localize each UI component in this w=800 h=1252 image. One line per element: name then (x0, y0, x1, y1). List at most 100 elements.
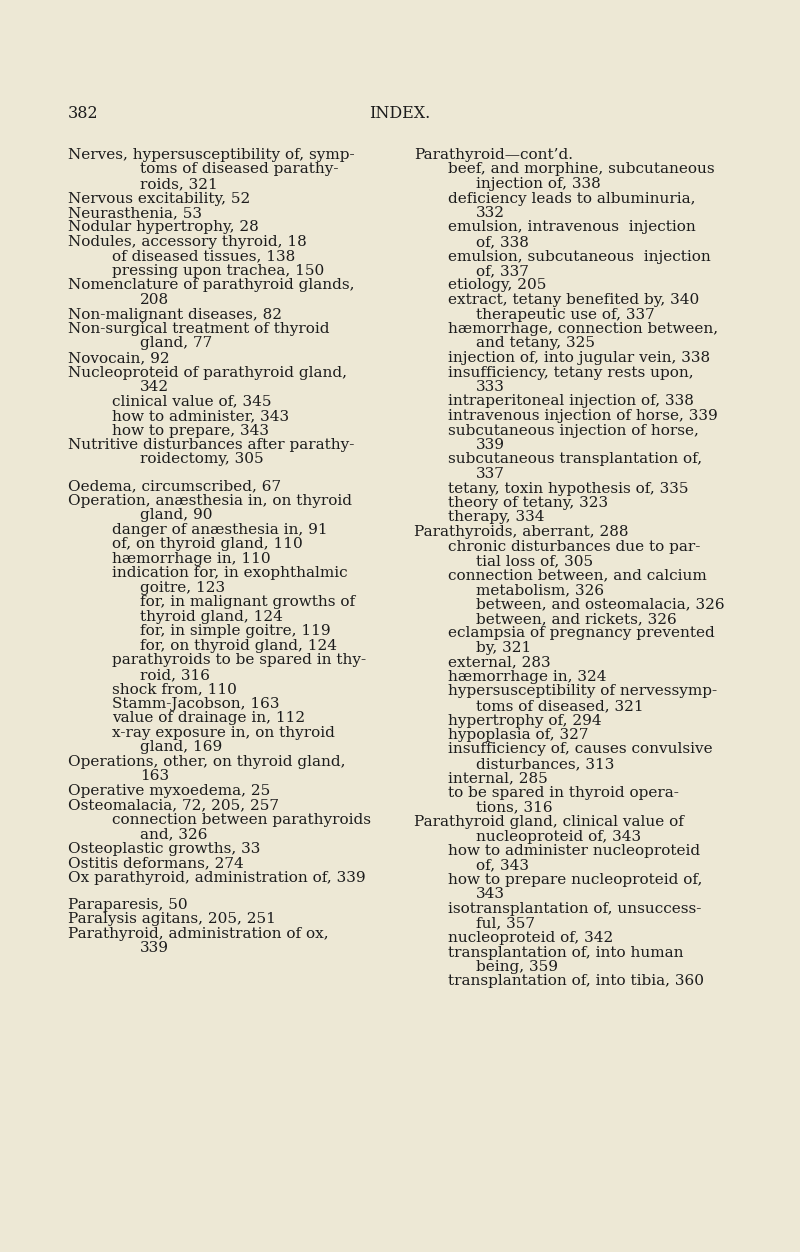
Text: for, in malignant growths of: for, in malignant growths of (140, 595, 355, 610)
Text: Stamm-Jacobson, 163: Stamm-Jacobson, 163 (112, 697, 279, 711)
Text: Paralysis agitans, 205, 251: Paralysis agitans, 205, 251 (68, 913, 276, 926)
Text: isotransplantation of, unsuccess-: isotransplantation of, unsuccess- (448, 901, 702, 916)
Text: between, and rickets, 326: between, and rickets, 326 (476, 612, 677, 626)
Text: emulsion, intravenous  injection: emulsion, intravenous injection (448, 220, 696, 234)
Text: value of drainage in, 112: value of drainage in, 112 (112, 711, 305, 725)
Text: 337: 337 (476, 467, 505, 481)
Text: tial loss of, 305: tial loss of, 305 (476, 553, 593, 568)
Text: goitre, 123: goitre, 123 (140, 581, 225, 595)
Text: metabolism, 326: metabolism, 326 (476, 583, 604, 597)
Text: 339: 339 (476, 438, 505, 452)
Text: hæmorrhage in, 324: hæmorrhage in, 324 (448, 670, 606, 684)
Text: hæmorrhage in, 110: hæmorrhage in, 110 (112, 552, 270, 566)
Text: Nervous excitability, 52: Nervous excitability, 52 (68, 192, 250, 205)
Text: hæmorrhage, connection between,: hæmorrhage, connection between, (448, 322, 718, 336)
Text: Ox parathyroid, administration of, 339: Ox parathyroid, administration of, 339 (68, 871, 366, 885)
Text: Parathyroid—cont’d.: Parathyroid—cont’d. (414, 148, 573, 162)
Text: hypoplasia of, 327: hypoplasia of, 327 (448, 727, 589, 742)
Text: roid, 316: roid, 316 (140, 667, 210, 682)
Text: 382: 382 (68, 105, 98, 121)
Text: shock from, 110: shock from, 110 (112, 682, 237, 696)
Text: tions, 316: tions, 316 (476, 800, 553, 815)
Text: transplantation of, into tibia, 360: transplantation of, into tibia, 360 (448, 974, 704, 989)
Text: external, 283: external, 283 (448, 656, 550, 670)
Text: theory of tetany, 323: theory of tetany, 323 (448, 496, 608, 510)
Text: 343: 343 (476, 888, 505, 901)
Text: injection of, into jugular vein, 338: injection of, into jugular vein, 338 (448, 351, 710, 366)
Text: INDEX.: INDEX. (370, 105, 430, 121)
Text: transplantation of, into human: transplantation of, into human (448, 945, 683, 959)
Text: insufficiency, tetany rests upon,: insufficiency, tetany rests upon, (448, 366, 694, 379)
Text: Operations, other, on thyroid gland,: Operations, other, on thyroid gland, (68, 755, 346, 769)
Text: Nerves, hypersusceptibility of, symp-: Nerves, hypersusceptibility of, symp- (68, 148, 354, 162)
Text: eclampsia of pregnancy prevented: eclampsia of pregnancy prevented (448, 626, 714, 641)
Text: connection between parathyroids: connection between parathyroids (112, 813, 371, 826)
Text: between, and osteomalacia, 326: between, and osteomalacia, 326 (476, 597, 725, 611)
Text: nucleoproteid of, 343: nucleoproteid of, 343 (476, 830, 641, 844)
Text: Nodules, accessory thyroid, 18: Nodules, accessory thyroid, 18 (68, 235, 306, 249)
Text: Osteomalacia, 72, 205, 257: Osteomalacia, 72, 205, 257 (68, 799, 279, 813)
Text: Parathyroids, aberrant, 288: Parathyroids, aberrant, 288 (414, 525, 629, 540)
Text: of, 343: of, 343 (476, 859, 529, 873)
Text: tetany, toxin hypothesis of, 335: tetany, toxin hypothesis of, 335 (448, 482, 689, 496)
Text: Osteoplastic growths, 33: Osteoplastic growths, 33 (68, 841, 260, 856)
Text: internal, 285: internal, 285 (448, 771, 548, 785)
Text: to be spared in thyroid opera-: to be spared in thyroid opera- (448, 786, 679, 800)
Text: Nomenclature of parathyroid glands,: Nomenclature of parathyroid glands, (68, 278, 354, 293)
Text: roidectomy, 305: roidectomy, 305 (140, 452, 264, 467)
Text: 342: 342 (140, 381, 169, 394)
Text: therapy, 334: therapy, 334 (448, 511, 545, 525)
Text: Neurasthenia, 53: Neurasthenia, 53 (68, 207, 202, 220)
Text: subcutaneous transplantation of,: subcutaneous transplantation of, (448, 452, 702, 467)
Text: how to prepare, 343: how to prepare, 343 (112, 423, 269, 437)
Text: Operation, anæsthesia in, on thyroid: Operation, anæsthesia in, on thyroid (68, 493, 352, 508)
Text: insufficiency of, causes convulsive: insufficiency of, causes convulsive (448, 742, 713, 756)
Text: by, 321: by, 321 (476, 641, 531, 655)
Text: of, 338: of, 338 (476, 235, 529, 249)
Text: parathyroids to be spared in thy-: parathyroids to be spared in thy- (112, 654, 366, 667)
Text: of, on thyroid gland, 110: of, on thyroid gland, 110 (112, 537, 302, 551)
Text: injection of, 338: injection of, 338 (476, 177, 601, 192)
Text: 208: 208 (140, 293, 169, 307)
Text: 163: 163 (140, 769, 169, 784)
Text: subcutaneous injection of horse,: subcutaneous injection of horse, (448, 423, 699, 437)
Text: for, on thyroid gland, 124: for, on thyroid gland, 124 (140, 639, 337, 652)
Text: Parathyroid gland, clinical value of: Parathyroid gland, clinical value of (414, 815, 684, 829)
Text: Nutritive disturbances after parathy-: Nutritive disturbances after parathy- (68, 438, 354, 452)
Text: hypertrophy of, 294: hypertrophy of, 294 (448, 714, 602, 727)
Text: emulsion, subcutaneous  injection: emulsion, subcutaneous injection (448, 249, 710, 263)
Text: Paraparesis, 50: Paraparesis, 50 (68, 898, 188, 911)
Text: Non-malignant diseases, 82: Non-malignant diseases, 82 (68, 308, 282, 322)
Text: gland, 77: gland, 77 (140, 337, 212, 351)
Text: Oedema, circumscribed, 67: Oedema, circumscribed, 67 (68, 480, 281, 493)
Text: ful, 357: ful, 357 (476, 916, 535, 930)
Text: connection between, and calcium: connection between, and calcium (448, 568, 706, 582)
Text: intraperitoneal injection of, 338: intraperitoneal injection of, 338 (448, 394, 694, 408)
Text: how to administer nucleoproteid: how to administer nucleoproteid (448, 844, 700, 858)
Text: Operative myxoedema, 25: Operative myxoedema, 25 (68, 784, 270, 798)
Text: Ostitis deformans, 274: Ostitis deformans, 274 (68, 856, 244, 870)
Text: etiology, 205: etiology, 205 (448, 278, 546, 293)
Text: Nucleoproteid of parathyroid gland,: Nucleoproteid of parathyroid gland, (68, 366, 347, 379)
Text: x-ray exposure in, on thyroid: x-ray exposure in, on thyroid (112, 726, 335, 740)
Text: Non-surgical treatment of thyroid: Non-surgical treatment of thyroid (68, 322, 330, 336)
Text: 332: 332 (476, 207, 505, 220)
Text: clinical value of, 345: clinical value of, 345 (112, 394, 271, 408)
Text: toms of diseased parathy-: toms of diseased parathy- (140, 163, 338, 177)
Text: being, 359: being, 359 (476, 960, 558, 974)
Text: roids, 321: roids, 321 (140, 177, 218, 192)
Text: pressing upon trachea, 150: pressing upon trachea, 150 (112, 264, 324, 278)
Text: danger of anæsthesia in, 91: danger of anæsthesia in, 91 (112, 523, 328, 537)
Text: and tetany, 325: and tetany, 325 (476, 337, 595, 351)
Text: gland, 90: gland, 90 (140, 508, 213, 522)
Text: how to prepare nucleoproteid of,: how to prepare nucleoproteid of, (448, 873, 702, 886)
Text: deficiency leads to albuminuria,: deficiency leads to albuminuria, (448, 192, 695, 205)
Text: thyroid gland, 124: thyroid gland, 124 (140, 610, 283, 623)
Text: for, in simple goitre, 119: for, in simple goitre, 119 (140, 625, 330, 639)
Text: therapeutic use of, 337: therapeutic use of, 337 (476, 308, 654, 322)
Text: of diseased tissues, 138: of diseased tissues, 138 (112, 249, 295, 263)
Text: and, 326: and, 326 (140, 828, 207, 841)
Text: 339: 339 (140, 942, 169, 955)
Text: beef, and morphine, subcutaneous: beef, and morphine, subcutaneous (448, 163, 714, 177)
Text: disturbances, 313: disturbances, 313 (476, 757, 614, 771)
